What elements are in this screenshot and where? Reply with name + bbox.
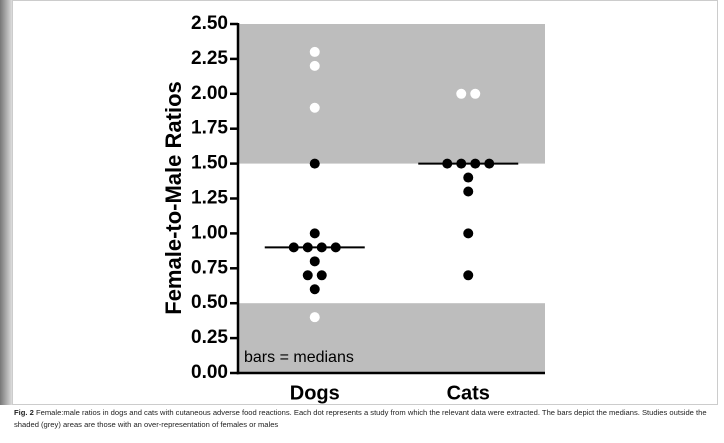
y-tick-label: 2.50	[191, 13, 228, 34]
dot	[463, 187, 473, 197]
y-tick-label: 1.00	[191, 222, 228, 243]
shaded-band	[238, 24, 545, 164]
caption: Fig. 2 Female:male ratios in dogs and ca…	[14, 407, 714, 430]
dot	[310, 228, 320, 238]
dot	[463, 228, 473, 238]
dot	[310, 159, 320, 169]
chart: Female-to-Male Ratios 0.00 0.25 0.50 0.75 1.…	[0, 0, 724, 405]
caption-label: Fig. 2	[14, 408, 34, 417]
dot	[303, 270, 313, 280]
y-tick-label: 2.00	[191, 83, 228, 104]
photo-edge	[0, 0, 12, 405]
y-tick-label: 0.50	[191, 292, 228, 313]
dot	[310, 256, 320, 266]
y-tick-label: 0.25	[191, 327, 228, 348]
y-tick-label: 2.25	[191, 48, 228, 69]
dot	[310, 312, 320, 322]
dot	[470, 89, 480, 99]
y-tick-label: 0.00	[191, 362, 228, 383]
x-tick-label: Cats	[447, 382, 490, 404]
y-tick-label: 1.75	[191, 118, 228, 139]
x-tick-label: Dogs	[290, 382, 340, 404]
y-tick-label: 1.50	[191, 153, 228, 174]
y-tick-label: 0.75	[191, 257, 228, 278]
dot	[310, 103, 320, 113]
dot	[310, 284, 320, 294]
dot	[310, 47, 320, 57]
caption-text: Female:male ratios in dogs and cats with…	[14, 408, 707, 429]
dot	[463, 173, 473, 183]
y-axis-label: Female-to-Male Ratios	[161, 81, 186, 315]
dot	[456, 89, 466, 99]
dot	[463, 270, 473, 280]
dot	[317, 270, 327, 280]
page: Female-to-Male Ratios 0.00 0.25 0.50 0.75 1.…	[0, 0, 724, 443]
dot	[310, 61, 320, 71]
y-tick-label: 1.25	[191, 188, 228, 209]
annotation: bars = medians	[244, 349, 354, 366]
